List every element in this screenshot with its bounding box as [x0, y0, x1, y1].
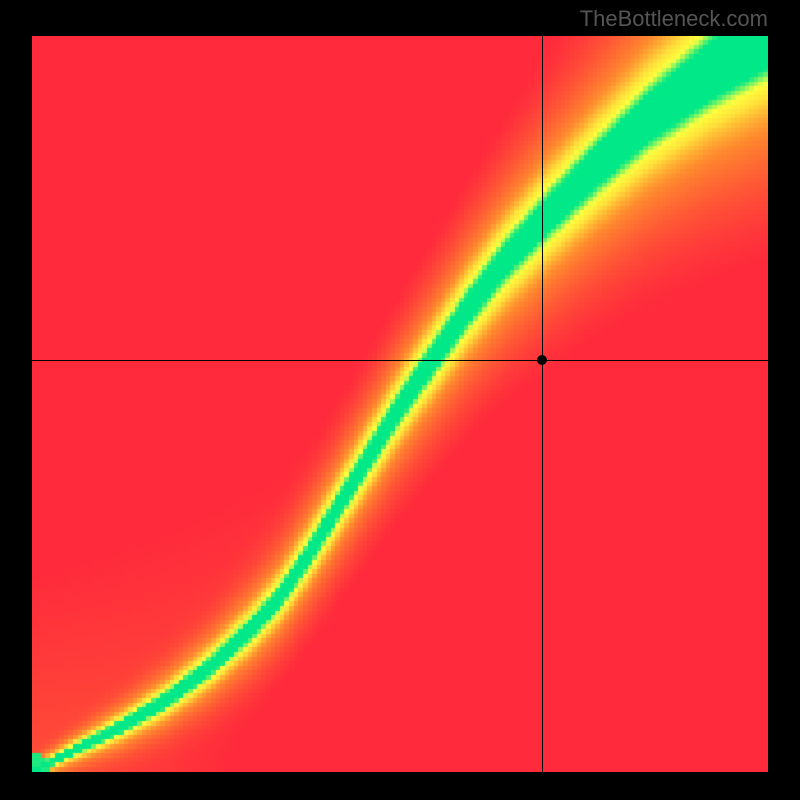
crosshair-vertical: [542, 36, 543, 772]
crosshair-horizontal: [32, 360, 768, 361]
heatmap-canvas: [32, 36, 768, 772]
heatmap-plot: [32, 36, 768, 772]
watermark-text: TheBottleneck.com: [580, 6, 768, 32]
marker-dot: [537, 355, 547, 365]
chart-frame: TheBottleneck.com: [0, 0, 800, 800]
